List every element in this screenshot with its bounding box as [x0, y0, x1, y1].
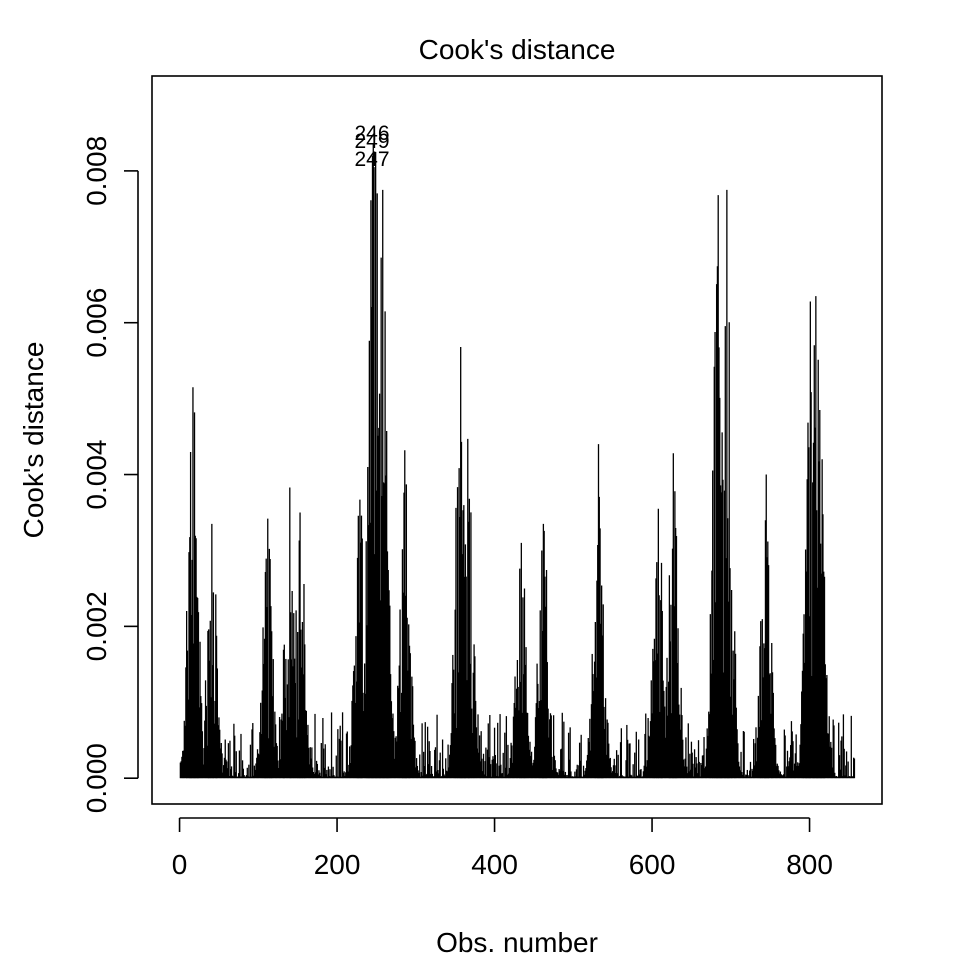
y-tick-label: 0.000	[81, 743, 112, 813]
chart-title: Cook's distance	[419, 34, 616, 65]
y-tick-label: 0.006	[81, 288, 112, 358]
y-tick-label: 0.002	[81, 591, 112, 661]
y-tick-label: 0.004	[81, 440, 112, 510]
observation-label: 247	[354, 148, 389, 171]
plot-frame	[151, 75, 883, 805]
x-tick-label: 0	[172, 849, 188, 880]
x-axis-label: Obs. number	[436, 927, 598, 958]
y-axis: 0.000 0.002 0.004 0.006 0.008	[81, 136, 139, 813]
y-axis-label: Cook's distance	[18, 342, 49, 539]
x-tick-label: 800	[786, 849, 833, 880]
observation-label: 246	[354, 122, 389, 145]
x-tick-label: 600	[629, 849, 676, 880]
bar-series	[179, 144, 856, 779]
x-tick-label: 200	[314, 849, 361, 880]
x-axis: 0 200 400 600 800	[172, 817, 833, 880]
x-tick-label: 400	[471, 849, 518, 880]
observation-label: 249	[354, 130, 389, 153]
y-tick-label: 0.008	[81, 136, 112, 206]
